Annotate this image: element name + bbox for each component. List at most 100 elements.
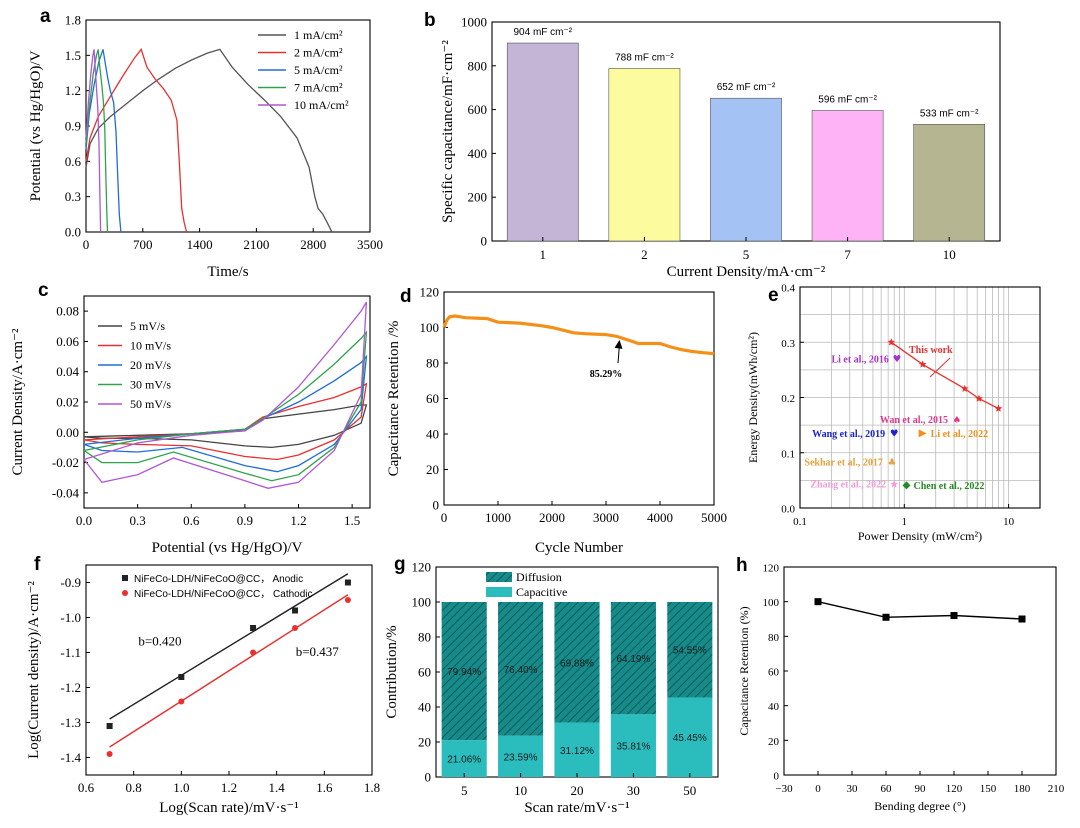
data-point <box>106 751 113 757</box>
y-tick-label: 120 <box>763 563 780 575</box>
series-line <box>442 314 715 356</box>
y-tick-label: 0.0 <box>781 504 795 516</box>
y-tick-label: 100 <box>420 320 440 335</box>
y-tick-label: 200 <box>468 190 488 205</box>
data-point <box>890 480 898 488</box>
x-tick-label: 210 <box>1048 783 1065 795</box>
panel-label: e <box>768 285 779 306</box>
bar-segment <box>667 697 713 777</box>
y-tick-label: 400 <box>468 146 488 161</box>
y-axis-label: Capacitance Retention /% <box>386 321 402 477</box>
data-point: ♥ <box>890 429 899 440</box>
x-tick-label: 0 <box>815 783 821 795</box>
bar-value-label: 652 mF cm⁻² <box>717 82 776 93</box>
y-tick-label: -0.04 <box>52 485 80 500</box>
data-point <box>250 625 257 631</box>
x-tick-label: 30 <box>847 783 859 795</box>
y-tick-label: 40 <box>768 701 780 713</box>
x-tick-label: 1400 <box>187 237 213 252</box>
bar-value-label: 596 mF cm⁻² <box>818 94 877 105</box>
x-tick-label: 0 <box>441 510 448 525</box>
y-tick-label: 0.4 <box>781 283 795 295</box>
legend-label: Capacitive <box>516 585 567 599</box>
y-tick-label: 60 <box>768 667 780 679</box>
series-line <box>817 601 1023 620</box>
data-point <box>918 360 927 368</box>
slope-label: b=0.437 <box>296 644 340 659</box>
arrow-head <box>614 339 623 349</box>
x-tick-label: 0.8 <box>126 780 142 795</box>
y-tick-label: 0 <box>433 498 440 513</box>
x-tick-label: 10 <box>514 783 527 798</box>
y-tick-label: -1.0 <box>60 610 81 625</box>
y-tick-label: -0.9 <box>60 575 81 590</box>
legend-label: 50 mV/s <box>130 397 171 411</box>
data-point <box>961 384 969 392</box>
x-axis-label: Log(Scan rate)/mV·s⁻¹ <box>159 800 298 816</box>
segment-label: 23.59% <box>504 752 538 763</box>
data-point <box>178 698 185 705</box>
annotation-label: 85.29% <box>590 369 623 380</box>
x-tick-label: 0.6 <box>78 780 95 795</box>
data-point <box>887 338 896 346</box>
legend-label: NiFeCo-LDH/NiFeCoO@CC， Cathodic <box>134 589 313 600</box>
x-tick-label: 2100 <box>243 237 269 252</box>
data-point <box>250 649 257 656</box>
y-tick-label: 1000 <box>461 15 487 30</box>
x-tick-label: 1000 <box>485 510 511 525</box>
x-tick-label: 2800 <box>300 237 326 252</box>
y-axis-label: Capacitance Retention (%) <box>737 606 751 735</box>
panel-d: 0 20 40 60 80 100 120 0 1000 2000 3000 4000 5000 Cycl… <box>386 285 727 557</box>
panel-g: 0 20 40 60 80 100 120 Scan rate/mV·s⁻¹ Contribut… <box>384 554 719 816</box>
y-tick-label: 0.02 <box>56 395 79 410</box>
legend-swatch <box>486 587 512 597</box>
x-tick-label: 2 <box>641 247 648 262</box>
y-tick-label: -0.02 <box>52 455 79 470</box>
legend-label: 5 mA/cm² <box>294 63 343 77</box>
data-point: ♠ <box>953 415 962 426</box>
legend-marker <box>122 590 128 596</box>
x-tick-label: 0.0 <box>76 513 92 528</box>
y-tick-label: 40 <box>426 427 439 442</box>
segment-label: 31.12% <box>560 746 594 757</box>
data-point <box>902 481 911 490</box>
bar-segment <box>554 722 600 777</box>
bar-segment <box>498 735 544 777</box>
data-point <box>178 674 185 680</box>
y-tick-label: 0.2 <box>781 393 795 405</box>
series-line <box>85 49 102 233</box>
y-tick-label: 0.00 <box>56 425 79 440</box>
bar-segment <box>667 602 713 698</box>
y-tick-label: 1.8 <box>65 13 81 28</box>
x-axis-label: Power Density (mW/cm²) <box>858 529 982 543</box>
y-tick-label: -1.2 <box>60 680 81 695</box>
point-label: Zhang et al., 2022 <box>810 480 886 491</box>
y-tick-label: 0.6 <box>65 154 82 169</box>
label-arrow <box>929 357 951 378</box>
fit-line <box>109 573 349 720</box>
x-tick-label: 1.2 <box>221 780 237 795</box>
x-tick-label: 1 <box>540 247 547 262</box>
x-tick-label: 4000 <box>647 510 673 525</box>
data-point <box>106 723 113 729</box>
segment-label: 69.88% <box>560 658 594 669</box>
bar-value-label: 904 mF cm⁻² <box>513 27 572 38</box>
y-tick-label: 60 <box>418 665 431 680</box>
legend-marker <box>122 575 128 581</box>
x-tick-label: 1.2 <box>290 513 306 528</box>
y-tick-label: 0.1 <box>781 448 795 460</box>
y-tick-label: 20 <box>426 462 439 477</box>
y-tick-label: 100 <box>763 597 780 609</box>
segment-label: 79.94% <box>447 667 481 678</box>
bar <box>913 123 986 242</box>
y-tick-label: 0.3 <box>65 189 81 204</box>
data-point <box>344 579 351 586</box>
panel-label: c <box>38 280 49 301</box>
series-line <box>83 330 368 482</box>
y-tick-label: 0 <box>774 771 780 783</box>
bar-segment <box>610 602 656 715</box>
y-axis-label: Log(Current density)/A·cm⁻² <box>26 581 42 759</box>
x-tick-label: 30 <box>627 783 640 798</box>
series-line <box>83 404 368 449</box>
